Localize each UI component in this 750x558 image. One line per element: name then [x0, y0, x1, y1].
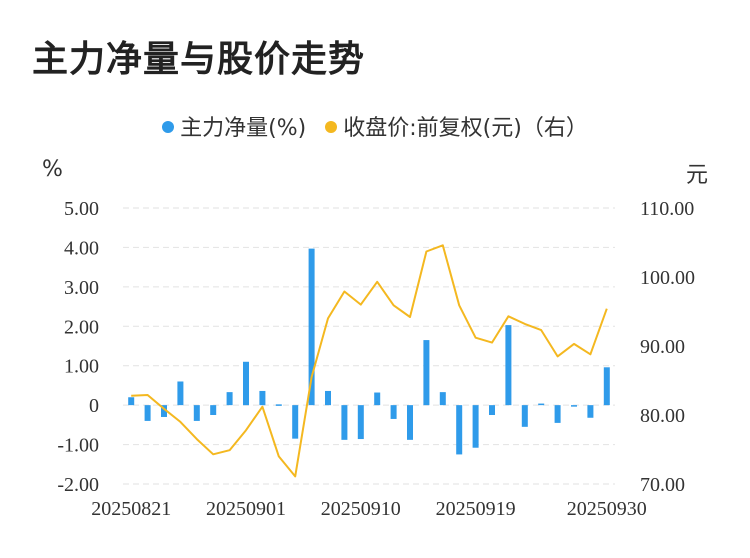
bar — [521, 405, 528, 427]
bar — [226, 392, 233, 406]
right-axis-unit: 元 — [686, 163, 709, 188]
left-tick-label: 2.00 — [64, 316, 99, 338]
right-tick-label: 100.00 — [640, 267, 695, 289]
right-tick-label: 90.00 — [640, 336, 685, 358]
x-tick-label: 20250821 — [91, 498, 171, 520]
x-tick-label: 20250910 — [321, 498, 401, 520]
right-tick-label: 70.00 — [640, 474, 685, 496]
bar — [374, 392, 381, 406]
legend-dot-icon — [325, 121, 338, 133]
bar — [259, 390, 266, 406]
left-axis-unit: % — [42, 157, 63, 182]
bar — [161, 405, 167, 417]
x-tick-label: 20250919 — [436, 498, 516, 520]
bar — [456, 405, 463, 455]
bar — [489, 405, 495, 415]
bar — [407, 405, 413, 440]
bar — [292, 405, 299, 439]
legend-label: 收盘价:前复权(元)（右） — [343, 116, 588, 141]
bar — [538, 403, 545, 406]
x-tick-label: 20250930 — [567, 498, 647, 520]
bar — [603, 367, 610, 406]
bar — [472, 405, 479, 448]
chart-title: 主力净量与股价走势 — [32, 39, 366, 80]
bar — [308, 248, 315, 406]
left-tick-label: 3.00 — [64, 277, 99, 299]
legend-item-close-price[interactable]: 收盘价:前复权(元)（右） — [325, 110, 588, 142]
left-tick-label: -1.00 — [57, 435, 99, 457]
bar — [587, 405, 594, 418]
right-tick-label: 110.00 — [640, 198, 694, 220]
bar — [423, 340, 430, 406]
legend-dot-icon — [162, 121, 175, 133]
bar — [571, 405, 577, 407]
left-tick-label: -2.00 — [57, 474, 99, 496]
bar — [128, 397, 135, 406]
bar — [505, 325, 512, 406]
bar — [275, 404, 282, 406]
bar — [177, 381, 184, 406]
bar — [325, 390, 331, 406]
bar — [357, 405, 364, 440]
left-tick-label: 5.00 — [64, 198, 99, 220]
x-tick-label: 20250901 — [206, 498, 286, 520]
bar — [554, 405, 561, 423]
bar — [439, 392, 446, 406]
legend-label: 主力净量(%) — [180, 116, 307, 141]
left-tick-label: 4.00 — [64, 237, 99, 259]
bar — [341, 405, 348, 440]
bar — [210, 405, 217, 415]
left-tick-label: 0 — [89, 395, 99, 417]
legend: 主力净量(%) 收盘价:前复权(元)（右） — [0, 110, 750, 142]
bar — [243, 361, 249, 406]
left-tick-label: 1.00 — [64, 356, 99, 378]
price-line — [131, 244, 608, 478]
bar — [144, 405, 151, 421]
right-tick-label: 80.00 — [640, 405, 685, 427]
legend-item-net-flow[interactable]: 主力净量(%) — [162, 110, 306, 142]
bar — [390, 405, 397, 419]
bar — [193, 405, 200, 421]
